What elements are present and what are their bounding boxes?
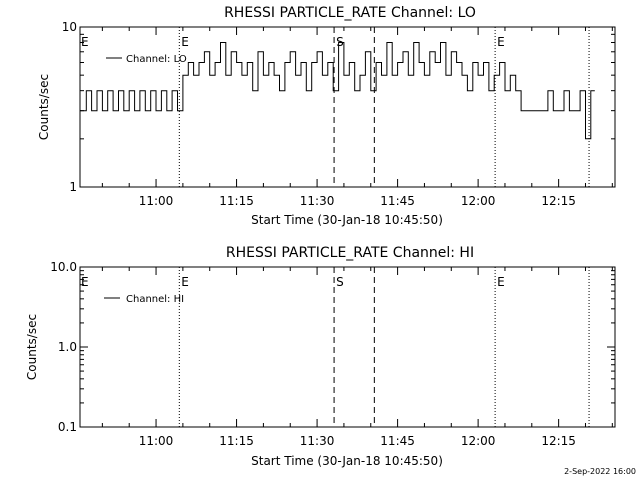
hi-channel-panel: RHESSI PARTICLE_RATE Channel: HI Start T… [25,245,616,468]
lo-panel-title: RHESSI PARTICLE_RATE Channel: LO [224,5,476,21]
hi-x-tick-label: 11:00 [139,434,174,448]
lo-series-line [80,42,595,140]
lo-series-group [80,42,595,140]
lo-y-tick-label: 1 [69,180,77,194]
lo-x-tick-label: 11:00 [139,194,174,208]
hi-event-label: E [497,275,505,289]
lo-y-tick-label: 10 [62,20,77,34]
lo-channel-panel: RHESSI PARTICLE_RATE Channel: LO Start T… [37,5,616,227]
hi-y-tick-label: 1.0 [58,340,77,354]
hi-start-event-label: E [81,275,89,289]
lo-x-tick-label: 12:00 [461,194,496,208]
hi-y-axis-label: Counts/sec [25,314,39,380]
hi-event-markers: E S EE [81,267,590,427]
hi-event-label: E [181,275,189,289]
lo-axis-ticks: 11:00 11:15 11:30 11:45 12:00 12:15 1 10 [62,20,615,208]
hi-axis-ticks: 11:00 11:15 11:30 11:45 12:00 12:15 0.1 1.0 10.0 [50,260,615,448]
hi-x-axis-label: Start Time (30-Jan-18 10:45:50) [251,454,443,468]
lo-start-event-label: E [81,35,89,49]
lo-x-tick-label: 11:30 [300,194,335,208]
lo-plot-frame [79,26,616,188]
lo-legend-label: Channel: LO [126,54,187,65]
lo-x-tick-label: 11:45 [380,194,415,208]
lo-event-label: E [181,35,189,49]
hi-legend-label: Channel: HI [126,294,184,305]
footer-timestamp: 2-Sep-2022 16:00 [564,467,636,476]
hi-x-tick-label: 11:15 [219,434,254,448]
lo-x-tick-label: 12:15 [541,194,576,208]
lo-x-tick-label: 11:15 [219,194,254,208]
hi-x-tick-label: 12:15 [541,434,576,448]
lo-x-axis-label: Start Time (30-Jan-18 10:45:50) [251,213,443,227]
hi-x-tick-label: 12:00 [461,434,496,448]
lo-y-axis-label: Counts/sec [37,74,51,140]
hi-event-label: S [336,275,344,289]
lo-event-label: E [497,35,505,49]
hi-y-tick-label: 0.1 [58,420,77,434]
hi-x-tick-label: 11:45 [380,434,415,448]
hi-y-tick-label: 10.0 [50,260,77,274]
hi-x-tick-label: 11:30 [300,434,335,448]
hi-panel-title: RHESSI PARTICLE_RATE Channel: HI [226,245,474,261]
